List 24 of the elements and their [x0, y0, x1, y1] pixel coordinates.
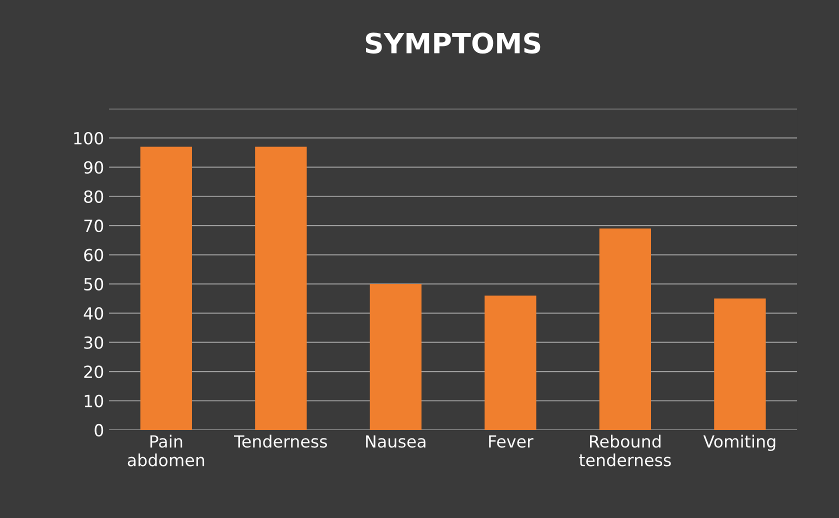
y-tick-label: 40 — [84, 307, 104, 320]
x-tick-label: Nausea — [366, 435, 426, 448]
bar — [484, 296, 536, 430]
y-tick-label: 0 — [94, 424, 104, 437]
y-tick-label: 80 — [84, 190, 104, 203]
y-tick-label: 50 — [84, 278, 104, 291]
x-tick-label: Rebound tenderness — [579, 434, 671, 466]
x-tick-label: Vomiting — [703, 434, 776, 451]
bar — [714, 298, 766, 430]
y-tick-label: 70 — [84, 220, 104, 232]
y-tick-label: 30 — [84, 336, 104, 349]
y-tick-label: 10 — [84, 394, 104, 408]
y-tick-label: 90 — [84, 161, 104, 174]
bar — [140, 146, 192, 430]
bar — [255, 146, 307, 430]
x-tick-label: Fever — [489, 435, 534, 448]
y-tick-label: 60 — [84, 248, 104, 262]
y-tick-label: 100 — [74, 132, 104, 145]
bar — [599, 228, 652, 430]
x-tick-label: Tenderness — [234, 434, 327, 448]
x-tick-label: Pain abdomen — [128, 434, 204, 466]
chart-title: SYMPTOMS — [366, 32, 540, 54]
bar — [370, 284, 422, 430]
y-tick-label: 20 — [84, 366, 104, 378]
